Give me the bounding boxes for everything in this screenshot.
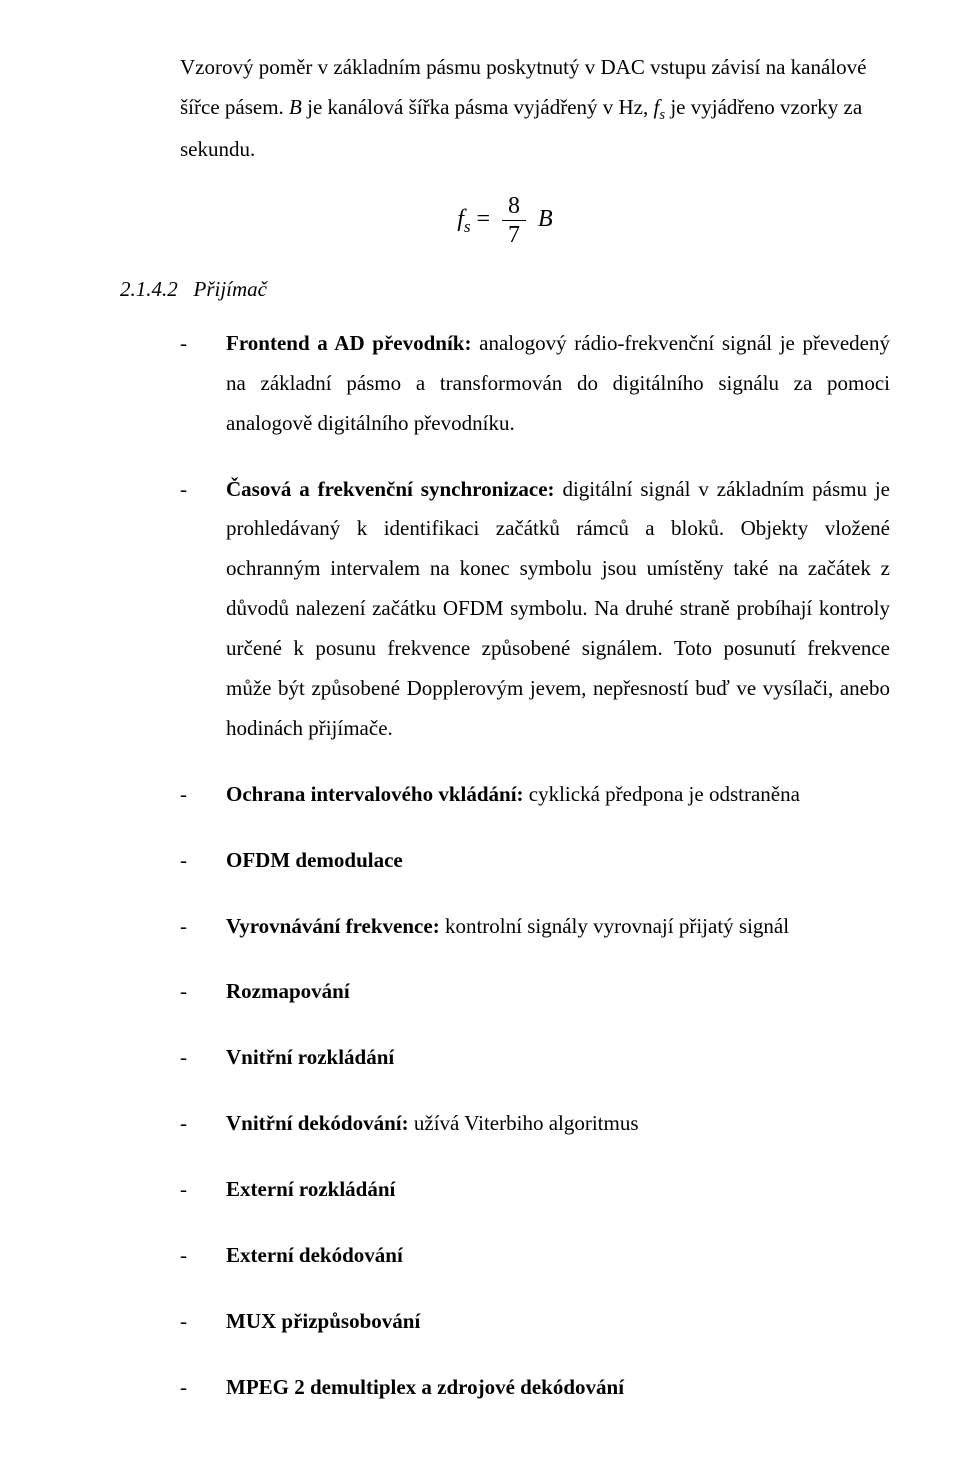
item-bold: Externí rozkládání (226, 1177, 395, 1201)
intro-text: Vzorový poměr v základním pásmu poskytnu… (180, 48, 890, 170)
list-item: Vnitřní rozkládání (180, 1038, 890, 1078)
intro-B: B (289, 95, 302, 119)
item-bold: Vnitřní rozkládání (226, 1045, 394, 1069)
item-rest: digitální signál v základním pásmu je pr… (226, 477, 890, 740)
formula-rhs: B (538, 206, 553, 232)
list-item: Frontend a AD převodník: analogový rádio… (180, 324, 890, 444)
formula-num: 8 (502, 194, 526, 221)
list-item: Vnitřní dekódování: užívá Viterbiho algo… (180, 1104, 890, 1144)
item-bold: Ochrana intervalového vkládání: (226, 782, 524, 806)
section-title: Přijímač (194, 277, 268, 301)
item-bold: Rozmapování (226, 979, 350, 1003)
formula-lhs-f: f (457, 206, 464, 232)
item-rest: užívá Viterbiho algoritmus (409, 1111, 639, 1135)
item-bold: MUX přizpůsobování (226, 1309, 420, 1333)
formula-lhs-s: s (464, 217, 471, 236)
formula-fraction: 8 7 (502, 194, 526, 247)
item-bold: Časová a frekvenční synchronizace: (226, 477, 555, 501)
intro-line2b: je kanálová šířka pásma vyjádřený v Hz, (302, 95, 654, 119)
intro-line3: vyjádřeno vzorky (691, 95, 839, 119)
receiver-list: Frontend a AD převodník: analogový rádio… (180, 324, 890, 1408)
formula: fs = 8 7 B (120, 194, 890, 247)
item-bold: Frontend a AD převodník: (226, 331, 471, 355)
intro-line2c: je (665, 95, 685, 119)
item-bold: Vnitřní dekódování: (226, 1111, 409, 1135)
item-rest: cyklická předpona je odstraněna (524, 782, 800, 806)
item-bold: Externí dekódování (226, 1243, 403, 1267)
list-item: MPEG 2 demultiplex a zdrojové dekódování (180, 1368, 890, 1408)
intro-paragraph: Vzorový poměr v základním pásmu poskytnu… (180, 48, 890, 170)
list-item: Rozmapování (180, 972, 890, 1012)
section-number: 2.1.4.2 (120, 277, 178, 301)
list-item: OFDM demodulace (180, 841, 890, 881)
item-rest: kontrolní signály vyrovnají přijatý sign… (440, 914, 789, 938)
section-heading: 2.1.4.2 Přijímač (120, 277, 890, 302)
item-bold: Vyrovnávání frekvence: (226, 914, 440, 938)
formula-eq: = (476, 206, 496, 232)
list-item: Ochrana intervalového vkládání: cyklická… (180, 775, 890, 815)
page-container: Vzorový poměr v základním pásmu poskytnu… (0, 0, 960, 1482)
formula-den: 7 (502, 221, 526, 247)
list-item: MUX přizpůsobování (180, 1302, 890, 1342)
list-item: Časová a frekvenční synchronizace: digit… (180, 470, 890, 749)
intro-line1: Vzorový poměr v základním pásmu poskytnu… (180, 55, 785, 79)
list-item: Externí dekódování (180, 1236, 890, 1276)
item-bold: MPEG 2 demultiplex a zdrojové dekódování (226, 1375, 624, 1399)
list-item: Externí rozkládání (180, 1170, 890, 1210)
list-item: Vyrovnávání frekvence: kontrolní signály… (180, 907, 890, 947)
item-bold: OFDM demodulace (226, 848, 403, 872)
